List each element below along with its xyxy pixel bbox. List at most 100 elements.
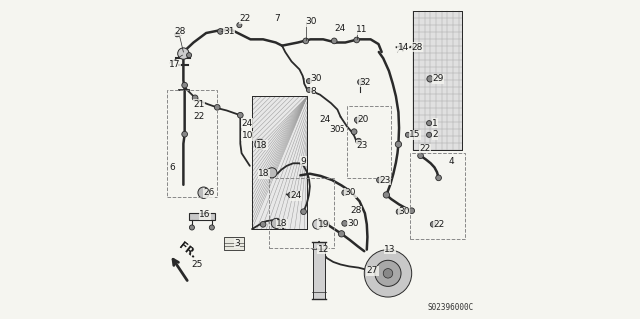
Text: 24: 24 [334, 24, 346, 33]
Text: 18: 18 [256, 141, 268, 150]
Text: 29: 29 [432, 74, 444, 83]
Text: 10: 10 [241, 131, 253, 140]
Text: 3: 3 [234, 239, 240, 248]
Text: 30: 30 [310, 74, 321, 83]
Text: 22: 22 [239, 14, 251, 23]
Circle shape [354, 37, 360, 43]
Circle shape [307, 78, 312, 84]
Text: 30: 30 [329, 125, 340, 134]
Text: 8: 8 [310, 87, 316, 96]
Text: 28: 28 [175, 27, 186, 36]
Text: 26: 26 [204, 188, 215, 197]
Text: 20: 20 [357, 115, 369, 124]
Circle shape [307, 87, 312, 93]
Circle shape [339, 231, 345, 237]
Text: 30: 30 [347, 219, 358, 228]
Text: 28: 28 [350, 206, 362, 215]
Text: 30: 30 [399, 207, 410, 216]
Circle shape [396, 209, 402, 214]
Text: 23: 23 [356, 141, 368, 150]
Text: 22: 22 [420, 144, 431, 153]
Circle shape [427, 121, 431, 126]
Circle shape [175, 33, 179, 37]
Text: 14: 14 [397, 43, 409, 52]
Text: S02396000C: S02396000C [427, 303, 474, 312]
Text: 2: 2 [432, 130, 438, 139]
Bar [223, 237, 244, 250]
Circle shape [267, 168, 277, 178]
Circle shape [342, 190, 348, 196]
Circle shape [436, 175, 442, 181]
Bar [166, 90, 217, 197]
Text: 16: 16 [199, 210, 211, 219]
Circle shape [375, 260, 401, 286]
Circle shape [396, 141, 401, 147]
Text: 31: 31 [223, 27, 235, 36]
Circle shape [237, 23, 242, 28]
Circle shape [192, 95, 198, 101]
Circle shape [186, 53, 191, 58]
Text: 4: 4 [448, 157, 454, 166]
Circle shape [182, 82, 188, 88]
Circle shape [332, 38, 337, 44]
Text: 11: 11 [356, 25, 368, 34]
Circle shape [189, 225, 195, 230]
Circle shape [271, 218, 282, 228]
Text: 25: 25 [191, 260, 202, 269]
Circle shape [237, 112, 243, 118]
Circle shape [364, 250, 412, 297]
Circle shape [409, 208, 415, 214]
Bar [413, 11, 462, 150]
Circle shape [427, 132, 431, 137]
Circle shape [418, 153, 424, 159]
Text: 23: 23 [380, 175, 391, 185]
Bar [252, 96, 307, 229]
Text: 7: 7 [274, 14, 280, 23]
Bar [269, 178, 334, 248]
Circle shape [255, 139, 265, 149]
Text: 30: 30 [345, 188, 356, 197]
Circle shape [303, 38, 308, 44]
Circle shape [383, 192, 390, 198]
Bar [252, 96, 307, 229]
Text: 22: 22 [433, 220, 444, 229]
Bar [413, 11, 462, 150]
Circle shape [288, 192, 294, 198]
Text: 6: 6 [170, 163, 175, 172]
Circle shape [218, 29, 223, 34]
Text: 30: 30 [306, 18, 317, 26]
Circle shape [358, 79, 364, 85]
Circle shape [351, 129, 357, 135]
Circle shape [405, 132, 410, 137]
Text: 13: 13 [384, 245, 396, 254]
Text: 24: 24 [241, 119, 253, 128]
Text: 18: 18 [276, 219, 288, 228]
Circle shape [260, 221, 266, 227]
Text: 21: 21 [193, 100, 204, 109]
Text: 9: 9 [300, 157, 306, 166]
Circle shape [376, 177, 382, 183]
Circle shape [178, 48, 189, 59]
Text: 18: 18 [259, 169, 270, 178]
Circle shape [301, 209, 307, 214]
Circle shape [355, 117, 360, 123]
Text: 5: 5 [339, 125, 344, 134]
Text: 22: 22 [193, 112, 204, 121]
Text: 27: 27 [367, 266, 378, 275]
Circle shape [356, 138, 362, 144]
Bar [410, 153, 465, 239]
Circle shape [323, 220, 329, 226]
Text: 15: 15 [409, 130, 420, 139]
Text: FR.: FR. [177, 241, 198, 261]
Circle shape [342, 220, 348, 226]
Bar [189, 213, 214, 220]
Text: 17: 17 [169, 60, 180, 69]
Text: 28: 28 [412, 43, 423, 52]
Circle shape [209, 225, 214, 230]
Text: 19: 19 [317, 220, 329, 229]
Circle shape [383, 269, 393, 278]
Circle shape [182, 131, 188, 137]
Bar [347, 106, 391, 178]
Circle shape [313, 219, 322, 229]
Text: 1: 1 [432, 119, 438, 128]
